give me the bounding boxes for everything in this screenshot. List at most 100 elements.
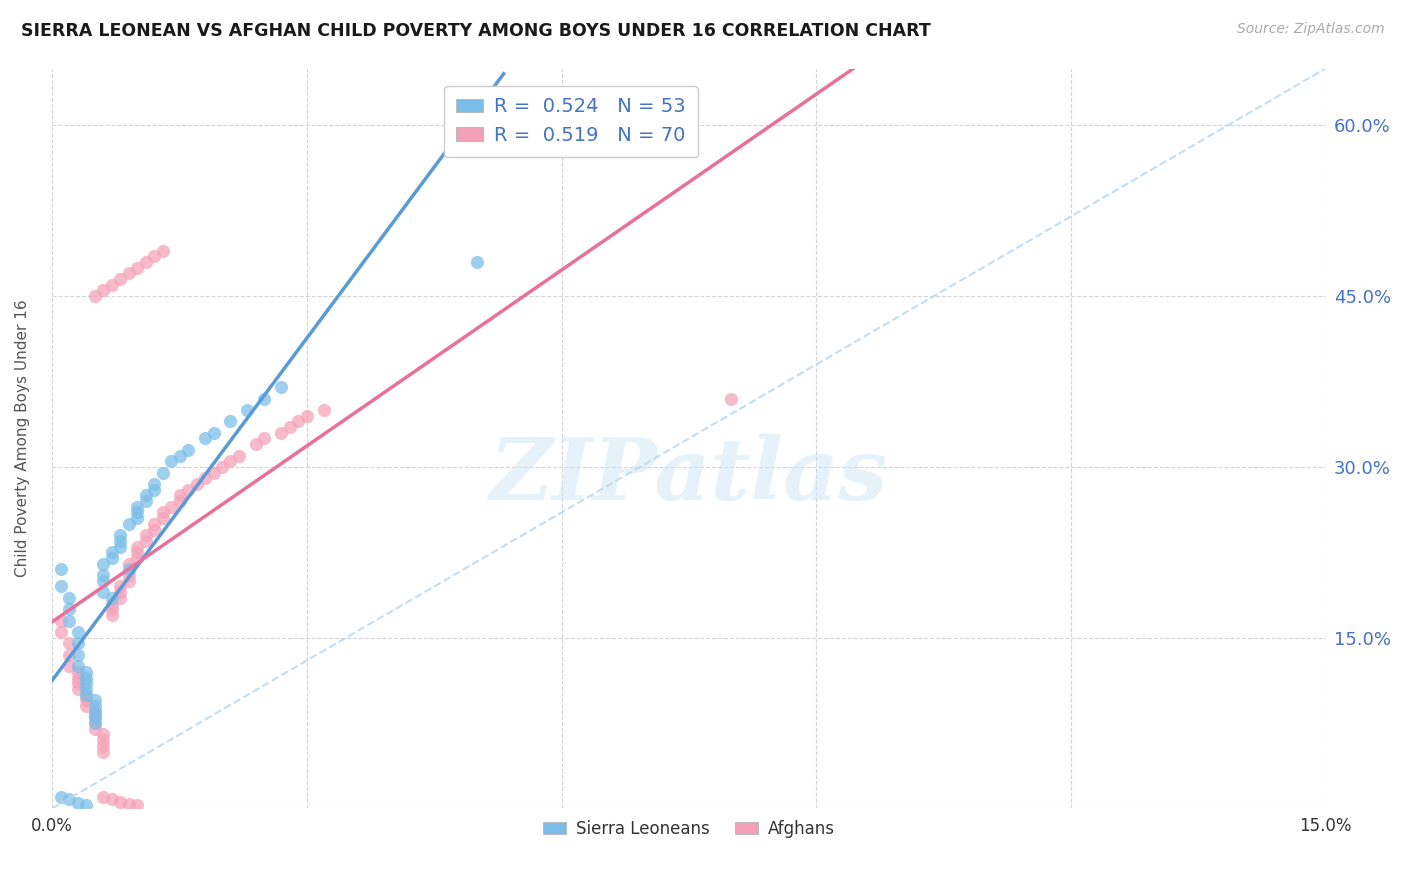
Point <box>228 449 250 463</box>
Point <box>117 516 139 531</box>
Point <box>465 255 488 269</box>
Point <box>211 459 233 474</box>
Point <box>245 437 267 451</box>
Point <box>49 790 72 805</box>
Point <box>66 676 89 690</box>
Point <box>117 562 139 576</box>
Point <box>91 568 114 582</box>
Point <box>66 681 89 696</box>
Point <box>278 420 301 434</box>
Point <box>83 716 105 731</box>
Point <box>160 454 183 468</box>
Point <box>100 277 122 292</box>
Point <box>127 260 149 275</box>
Point <box>160 500 183 514</box>
Point <box>83 710 105 724</box>
Point <box>75 665 97 679</box>
Point <box>100 792 122 806</box>
Point <box>75 676 97 690</box>
Point <box>152 511 174 525</box>
Point <box>91 790 114 805</box>
Point <box>127 545 149 559</box>
Point <box>152 506 174 520</box>
Point <box>127 797 149 812</box>
Point <box>295 409 318 423</box>
Point <box>91 284 114 298</box>
Point <box>66 648 89 662</box>
Point <box>100 591 122 605</box>
Point <box>66 625 89 640</box>
Point <box>58 591 80 605</box>
Point <box>143 483 166 497</box>
Point <box>91 739 114 753</box>
Point <box>66 796 89 810</box>
Point <box>177 442 200 457</box>
Point <box>100 545 122 559</box>
Point <box>169 449 191 463</box>
Point <box>135 255 157 269</box>
Point <box>135 488 157 502</box>
Point <box>177 483 200 497</box>
Point <box>100 602 122 616</box>
Point <box>186 477 208 491</box>
Point <box>312 403 335 417</box>
Point <box>100 607 122 622</box>
Point <box>117 267 139 281</box>
Point <box>91 585 114 599</box>
Point <box>91 727 114 741</box>
Point <box>91 745 114 759</box>
Point <box>194 432 217 446</box>
Point <box>91 733 114 747</box>
Point <box>75 698 97 713</box>
Y-axis label: Child Poverty Among Boys Under 16: Child Poverty Among Boys Under 16 <box>15 300 30 577</box>
Point <box>108 795 131 809</box>
Point <box>270 380 292 394</box>
Point <box>83 693 105 707</box>
Point <box>100 597 122 611</box>
Point <box>58 614 80 628</box>
Point <box>91 574 114 588</box>
Point <box>75 693 97 707</box>
Point <box>83 710 105 724</box>
Point <box>720 392 742 406</box>
Point <box>108 272 131 286</box>
Point <box>143 477 166 491</box>
Point <box>169 494 191 508</box>
Point <box>270 425 292 440</box>
Point <box>127 506 149 520</box>
Point <box>143 523 166 537</box>
Point <box>49 614 72 628</box>
Point <box>152 244 174 258</box>
Point <box>143 516 166 531</box>
Point <box>66 665 89 679</box>
Point <box>83 289 105 303</box>
Point <box>135 533 157 548</box>
Point <box>66 636 89 650</box>
Point <box>49 625 72 640</box>
Point <box>287 414 309 428</box>
Point <box>108 533 131 548</box>
Point <box>58 792 80 806</box>
Point <box>58 602 80 616</box>
Point <box>66 671 89 685</box>
Point <box>236 403 259 417</box>
Point <box>135 494 157 508</box>
Point <box>117 574 139 588</box>
Point <box>83 705 105 719</box>
Point <box>108 528 131 542</box>
Point <box>58 659 80 673</box>
Point <box>135 528 157 542</box>
Point <box>75 688 97 702</box>
Point <box>253 432 276 446</box>
Point <box>66 659 89 673</box>
Point <box>108 540 131 554</box>
Point <box>143 249 166 263</box>
Point <box>127 500 149 514</box>
Point <box>75 681 97 696</box>
Point <box>202 466 225 480</box>
Point <box>83 698 105 713</box>
Point <box>75 797 97 812</box>
Point <box>117 797 139 811</box>
Legend: Sierra Leoneans, Afghans: Sierra Leoneans, Afghans <box>536 814 842 845</box>
Point <box>127 511 149 525</box>
